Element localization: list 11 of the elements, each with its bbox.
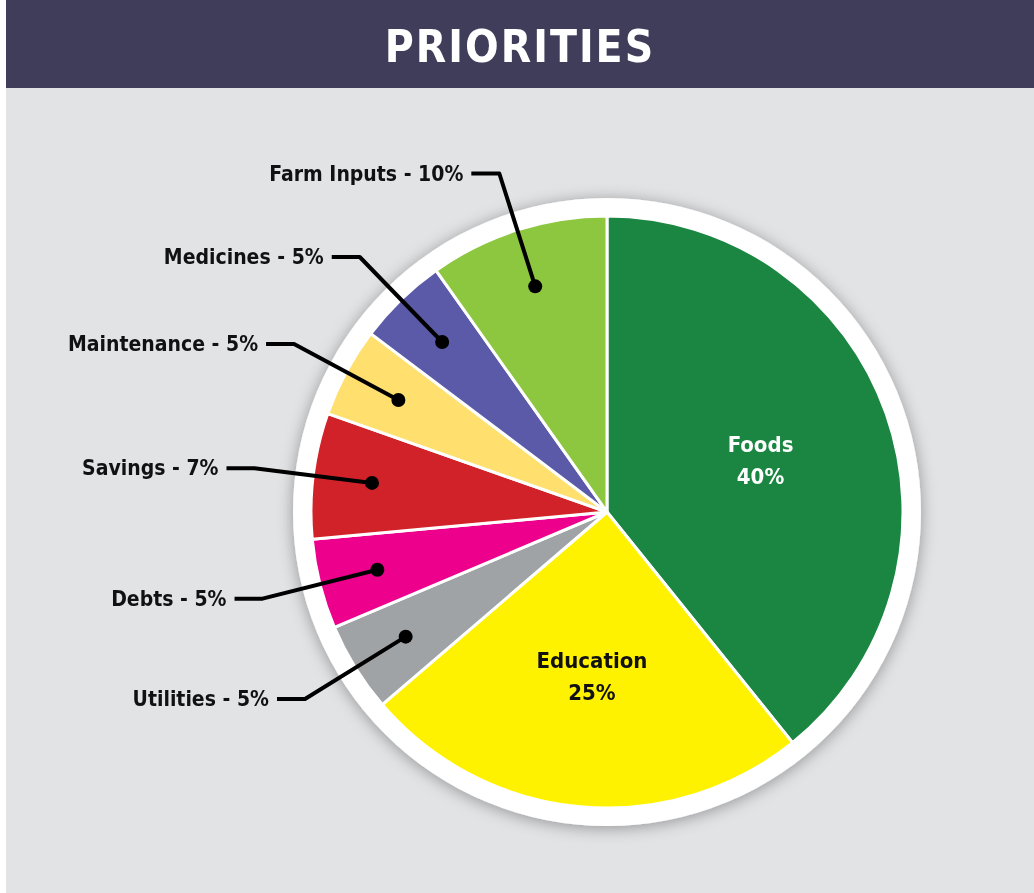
data-label: 25% (568, 680, 616, 706)
data-label: 40% (736, 463, 785, 489)
slice-label: Debts - 5% (111, 586, 227, 611)
slice-label: Medicines - 5% (163, 245, 324, 269)
slice-label: Education (536, 648, 648, 674)
slice-label: Maintenance - 5% (68, 331, 259, 356)
slice-label: Foods (727, 431, 794, 457)
chart-title: PRIORITIES (384, 21, 656, 72)
slice-label: Savings - 7% (82, 456, 219, 481)
slice-label: Farm Inputs - 10% (269, 161, 464, 186)
slice-label: Utilities - 5% (132, 686, 270, 711)
